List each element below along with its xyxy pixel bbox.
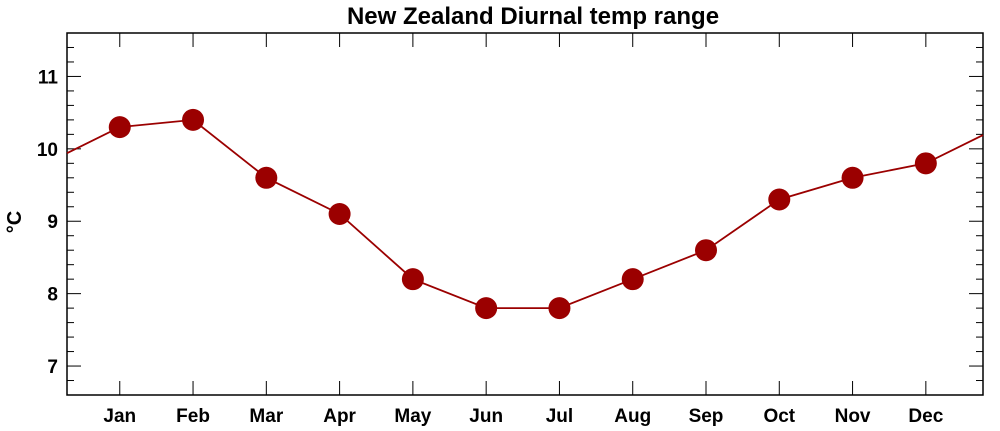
x-tick-label: Jul xyxy=(546,406,573,427)
x-tick-label: Dec xyxy=(908,406,943,427)
data-point-aug xyxy=(621,268,644,291)
data-point-nov xyxy=(841,166,864,189)
x-tick-label: Jun xyxy=(469,406,503,427)
y-tick-label: 10 xyxy=(37,140,58,161)
chart-title: New Zealand Diurnal temp range xyxy=(347,3,719,30)
x-tick-label: Mar xyxy=(249,406,283,427)
y-tick-label: 7 xyxy=(47,357,58,378)
data-point-oct xyxy=(768,188,791,211)
data-point-dec xyxy=(914,152,937,175)
x-tick-label: Sep xyxy=(689,406,724,427)
x-tick-label: May xyxy=(394,406,431,427)
series-group xyxy=(66,108,984,320)
x-tick-label: Nov xyxy=(835,406,871,427)
data-point-jun xyxy=(475,297,498,320)
x-tick-label: Oct xyxy=(763,406,795,427)
x-tick-label: Apr xyxy=(323,406,356,427)
plot-frame xyxy=(66,32,984,396)
data-point-sep xyxy=(695,239,718,262)
y-axis-label: °C xyxy=(4,211,26,233)
x-tick-label: Jan xyxy=(103,406,136,427)
data-point-apr xyxy=(328,203,351,225)
y-tick-label: 9 xyxy=(47,212,58,233)
y-tick-label: 8 xyxy=(47,285,58,306)
x-tick-label: Feb xyxy=(176,406,210,427)
y-tick-labels: 7 8 9 10 11 xyxy=(37,67,59,378)
data-point-jul xyxy=(548,297,571,320)
data-point-mar xyxy=(255,166,278,189)
axis-ticks xyxy=(67,32,983,396)
x-tick-labels: Jan Feb Mar Apr May Jun Jul Aug Sep Oct Nov Dec xyxy=(103,406,943,427)
data-point-jan xyxy=(108,116,131,139)
y-tick-label: 11 xyxy=(38,67,59,88)
x-tick-label: Aug xyxy=(614,406,651,427)
data-point-may xyxy=(401,268,424,291)
series-line xyxy=(66,118,984,310)
data-point-feb xyxy=(182,108,205,131)
